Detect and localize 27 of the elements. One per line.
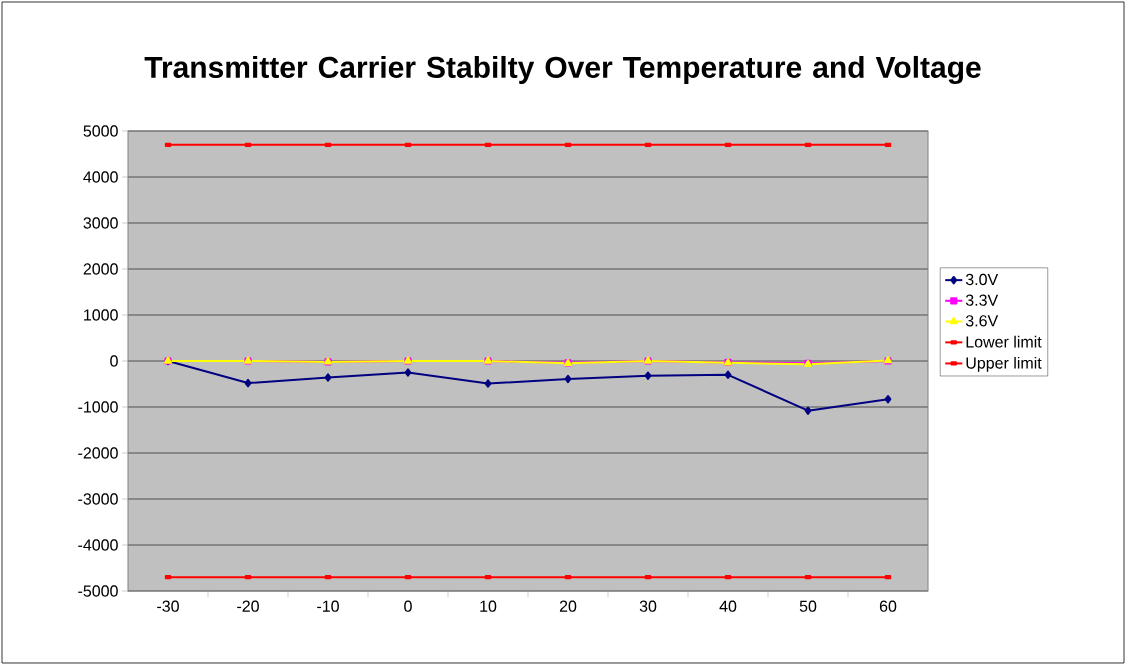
y-tick-label: 1000 <box>84 309 118 321</box>
x-tick-label: 30 <box>639 600 657 612</box>
chart-title: Transmitter Carrier Stabilty Over Temperature and Voltage <box>144 55 981 85</box>
y-tick-label: -5000 <box>78 585 118 597</box>
y-tick-label: 5000 <box>83 125 118 137</box>
y-tick-label: 3000 <box>83 217 118 229</box>
y-tick-label: -1000 <box>78 401 118 413</box>
x-tick-label: 40 <box>719 600 737 612</box>
legend-label: 3.0V <box>965 273 999 286</box>
x-tick-label: 0 <box>404 600 412 612</box>
legend-label: Lower limit <box>966 335 1042 348</box>
y-tick-label: -3000 <box>78 493 118 505</box>
x-tick-label: 60 <box>879 600 897 612</box>
legend-label: 3.6V <box>965 315 999 327</box>
x-tick-label: -30 <box>157 600 179 612</box>
legend-label: 3.3V <box>965 294 999 306</box>
x-tick-label: -10 <box>317 600 339 612</box>
legend-label: Upper limit <box>966 356 1042 372</box>
x-tick-label: 50 <box>799 600 817 612</box>
x-tick-label: -20 <box>237 600 259 612</box>
x-tick-label: 10 <box>480 600 497 612</box>
y-tick-label: -2000 <box>78 447 118 459</box>
y-tick-label: -4000 <box>78 539 118 551</box>
y-tick-label: 2000 <box>83 263 118 275</box>
y-tick-label: 0 <box>110 355 118 367</box>
y-tick-label: 4000 <box>83 171 118 183</box>
x-tick-label: 20 <box>559 600 577 612</box>
